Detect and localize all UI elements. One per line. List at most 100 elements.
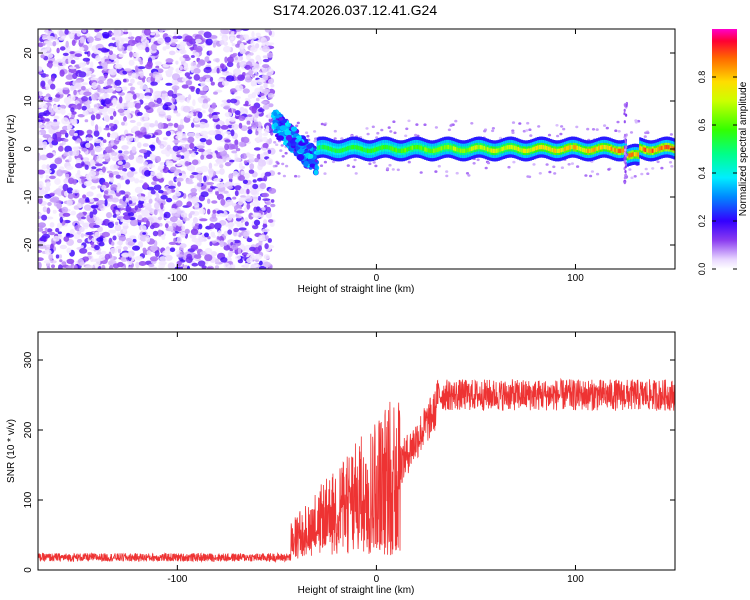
heatmap-cell [76, 138, 82, 144]
heatmap-cell [491, 129, 495, 133]
heatmap-cell [239, 187, 244, 195]
heatmap-cell [162, 250, 170, 257]
heatmap-cell [327, 146, 330, 151]
heatmap-cell [38, 42, 44, 48]
heatmap-cell [438, 147, 441, 152]
heatmap-cell [320, 122, 324, 126]
heatmap-cell [38, 71, 44, 75]
heatmap-cell [623, 160, 626, 164]
heatmap-cell [492, 148, 495, 153]
heatmap-cell [189, 192, 198, 196]
heatmap-cell [199, 218, 208, 222]
heatmap-cell [66, 233, 71, 236]
heatmap-cell [71, 189, 80, 194]
heatmap-cell [306, 134, 310, 138]
heatmap-cell [240, 125, 248, 132]
heatmap-cell [137, 45, 145, 51]
heatmap-cell [110, 184, 118, 191]
heatmap-cell [257, 127, 263, 133]
heatmap-cell [563, 146, 567, 152]
heatmap-cell [377, 146, 380, 151]
heatmap-cell [274, 164, 278, 168]
heatmap-cell [127, 39, 136, 47]
heatmap-cell [366, 132, 370, 136]
heatmap-cell [144, 170, 151, 177]
bottom-x-axis-label: Height of straight line (km) [298, 585, 415, 596]
heatmap-cell [77, 169, 81, 176]
heatmap-cell [210, 81, 215, 86]
heatmap-cell [612, 147, 615, 152]
heatmap-cell [313, 139, 317, 143]
heatmap-cell [455, 171, 459, 175]
heatmap-cell [393, 147, 396, 152]
heatmap-cell [94, 145, 103, 153]
heatmap-cell [235, 29, 241, 32]
heatmap-cell [238, 175, 245, 181]
heatmap-cell [102, 237, 108, 243]
heatmap-cell [642, 147, 645, 152]
heatmap-cell [153, 184, 162, 191]
heatmap-cell [122, 196, 126, 202]
heatmap-cell [102, 112, 108, 116]
heatmap-cell [168, 241, 177, 245]
heatmap-cell [262, 142, 269, 149]
heatmap-cell [215, 58, 220, 63]
heatmap-cell [38, 153, 41, 161]
heatmap-cell [157, 229, 162, 237]
heatmap-cell [83, 204, 92, 211]
heatmap-cell [331, 160, 336, 164]
heatmap-cell [298, 148, 305, 154]
heatmap-cell [454, 146, 457, 152]
heatmap-cell [38, 257, 44, 262]
heatmap-cell [176, 254, 184, 258]
heatmap-cell [623, 151, 626, 155]
heatmap-cell [112, 171, 120, 176]
heatmap-cell [96, 65, 105, 69]
heatmap-cell [208, 106, 213, 114]
heatmap-cell [272, 129, 278, 134]
heatmap-cell [55, 94, 61, 98]
heatmap-cell [348, 145, 352, 150]
heatmap-cell [542, 145, 545, 150]
heatmap-cell [44, 227, 48, 232]
heatmap-cell [173, 87, 178, 95]
heatmap-cell [268, 138, 273, 144]
heatmap-cell [107, 132, 111, 138]
heatmap-cell [273, 141, 277, 144]
heatmap-cell [648, 148, 651, 153]
heatmap-cell [90, 148, 95, 156]
heatmap-cell [159, 256, 168, 262]
heatmap-cell [120, 256, 128, 262]
heatmap-cell [603, 124, 607, 127]
heatmap-cell [204, 254, 213, 262]
heatmap-cell [91, 82, 98, 90]
heatmap-cell [199, 208, 206, 215]
heatmap-cell [39, 90, 43, 97]
heatmap-cell [285, 134, 293, 141]
heatmap-cell [277, 172, 281, 175]
heatmap-cell [544, 145, 547, 150]
heatmap-cell [136, 111, 143, 116]
heatmap-cell [146, 220, 150, 228]
heatmap-cell [400, 148, 404, 153]
heatmap-cell [58, 264, 63, 269]
heatmap-cell [48, 96, 53, 101]
heatmap-cell [116, 240, 124, 246]
heatmap-cell [262, 136, 268, 142]
heatmap-cell [148, 101, 156, 108]
heatmap-cell [483, 129, 487, 133]
heatmap-cell [262, 104, 270, 110]
heatmap-cell [169, 208, 177, 214]
heatmap-cell [127, 36, 135, 40]
heatmap-cell [130, 168, 136, 172]
heatmap-cell [117, 248, 122, 254]
heatmap-cell [87, 134, 92, 138]
heatmap-cell [127, 101, 135, 109]
heatmap-cell [175, 135, 183, 139]
heatmap-cell [258, 234, 267, 241]
heatmap-cell [322, 144, 325, 150]
heatmap-cell [259, 92, 265, 97]
heatmap-cell [359, 146, 362, 151]
heatmap-cell [232, 196, 237, 200]
heatmap-cell [165, 44, 171, 50]
